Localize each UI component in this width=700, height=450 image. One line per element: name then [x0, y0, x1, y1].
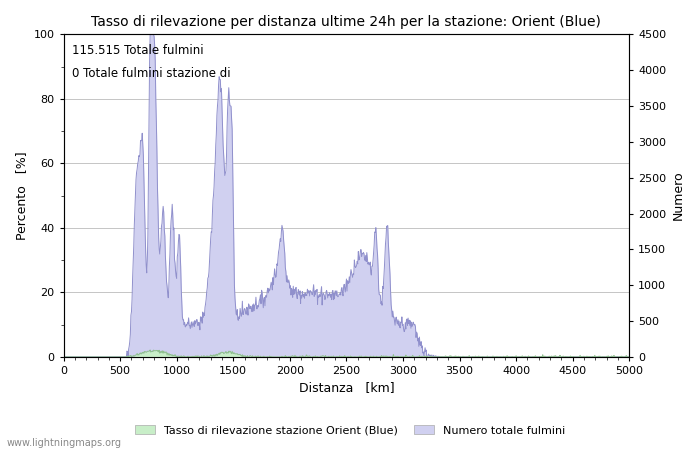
Y-axis label: Numero: Numero	[672, 171, 685, 220]
Y-axis label: Percento   [%]: Percento [%]	[15, 151, 28, 240]
Text: 115.515 Totale fulmini: 115.515 Totale fulmini	[72, 44, 204, 57]
Text: 0 Totale fulmini stazione di: 0 Totale fulmini stazione di	[72, 67, 231, 80]
Title: Tasso di rilevazione per distanza ultime 24h per la stazione: Orient (Blue): Tasso di rilevazione per distanza ultime…	[92, 15, 601, 29]
Legend: Tasso di rilevazione stazione Orient (Blue), Numero totale fulmini: Tasso di rilevazione stazione Orient (Bl…	[130, 421, 570, 440]
Text: www.lightningmaps.org: www.lightningmaps.org	[7, 438, 122, 448]
X-axis label: Distanza   [km]: Distanza [km]	[299, 382, 394, 395]
